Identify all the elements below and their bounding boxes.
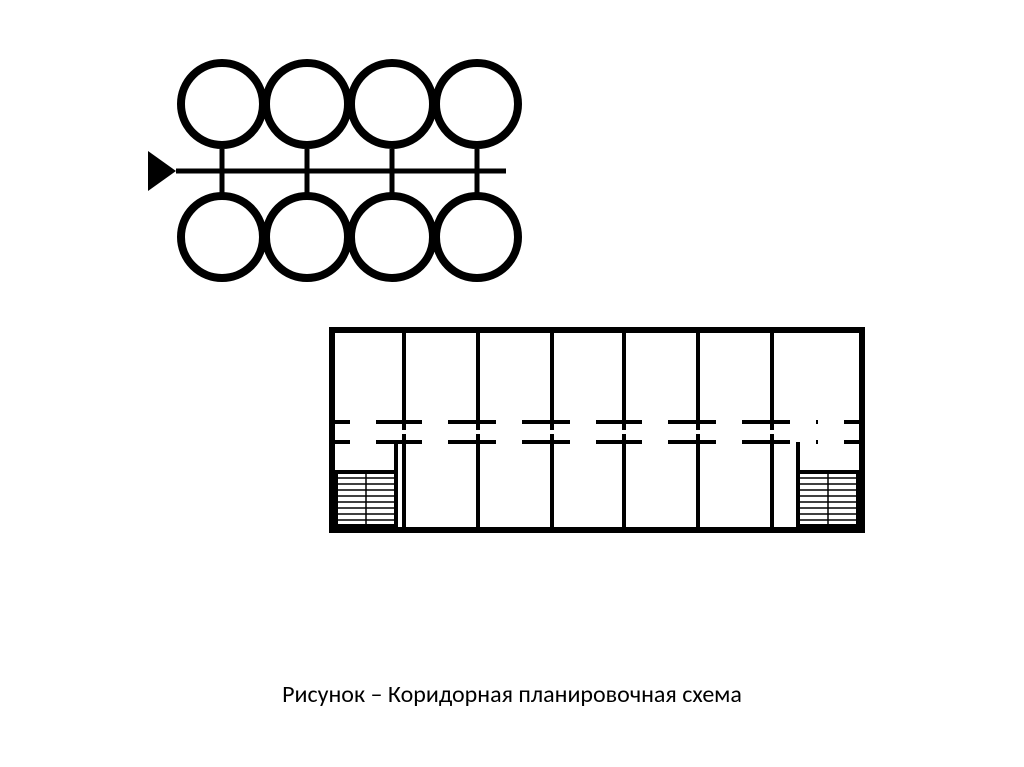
building-outline <box>332 330 862 530</box>
floorplan-diagram <box>0 0 1024 767</box>
figure-caption: Рисунок – Коридорная планировочная схема <box>0 680 1024 709</box>
page-canvas: Рисунок – Коридорная планировочная схема <box>0 0 1024 767</box>
